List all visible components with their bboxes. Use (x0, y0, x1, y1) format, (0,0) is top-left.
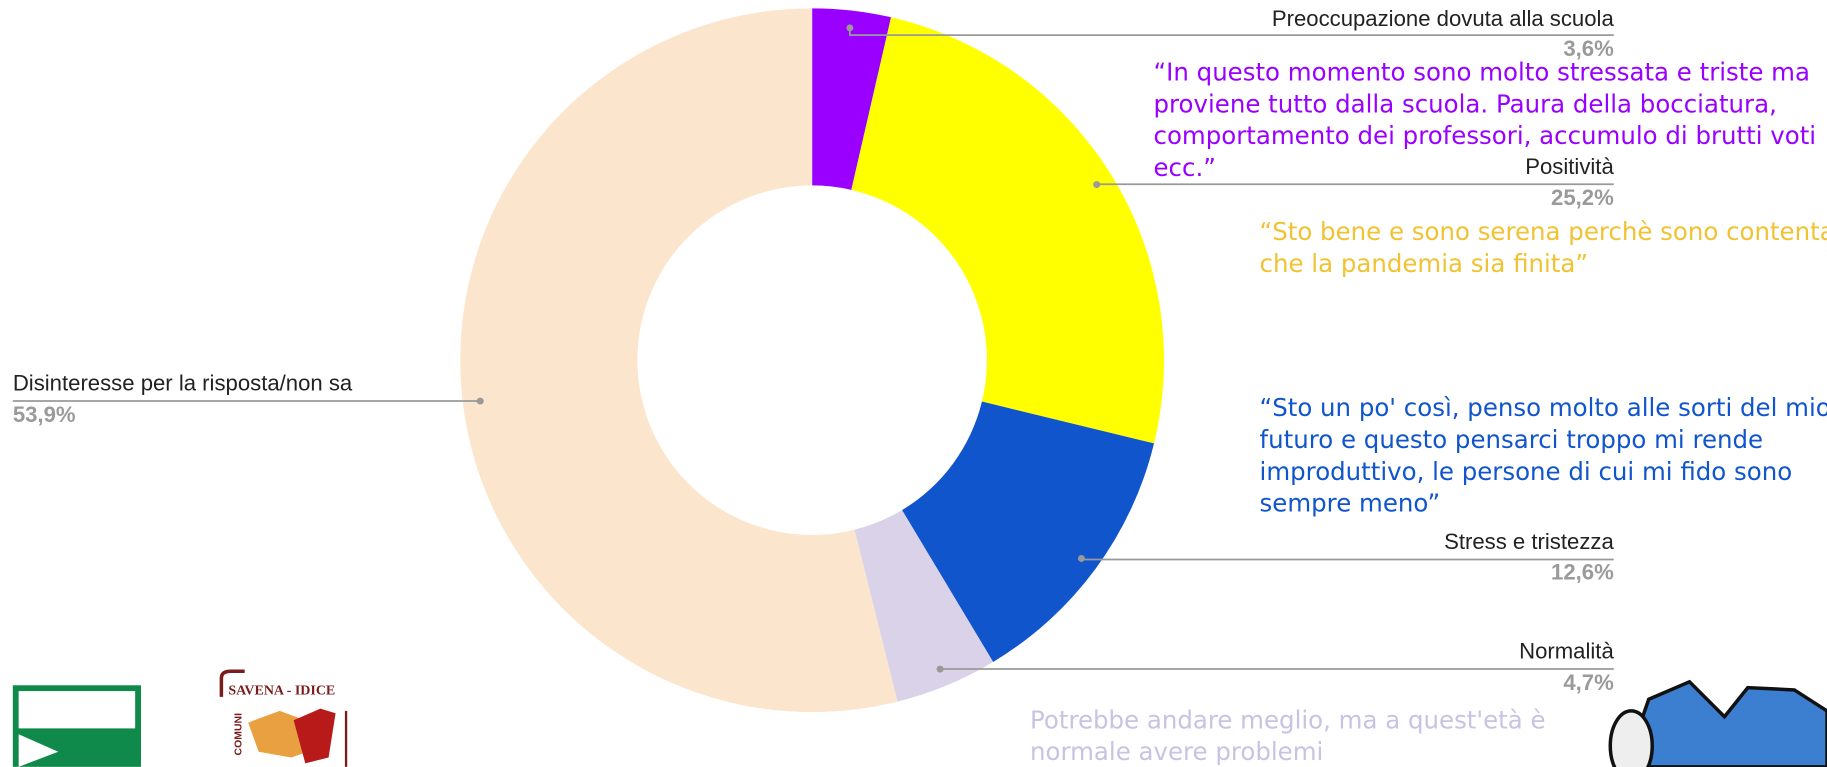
quote-line: futuro e questo pensarci troppo mi rende (1260, 425, 1764, 454)
quote-line: normale avere problemi (1030, 737, 1323, 766)
quote-line: “Sto bene e sono serena perchè sono cont… (1260, 217, 1827, 246)
slices (460, 8, 1165, 713)
slice (854, 510, 994, 702)
slice (902, 401, 1155, 662)
slice-label: Normalità (1519, 639, 1614, 664)
slice-value: 3,6% (1563, 36, 1614, 61)
slice (851, 17, 1165, 444)
leader-dot (1077, 554, 1085, 562)
slice-value: 12,6% (1551, 559, 1614, 584)
slice-label: Stress e tristezza (1444, 529, 1614, 554)
region-logo (12, 685, 141, 767)
slice (460, 8, 898, 713)
savena-logo: SAVENA - IDICE COMUNI (219, 669, 348, 767)
leader-dot (476, 397, 484, 405)
leader-dot (936, 665, 944, 673)
quote: “In questo momento sono molto stressata … (1154, 58, 1817, 182)
quote: “Sto bene e sono serena perchè sono cont… (1260, 217, 1827, 278)
logo-title: SAVENA - IDICE (228, 683, 335, 698)
megaphone-icon (1608, 679, 1827, 767)
slice-value: 4,7% (1563, 670, 1614, 695)
slice-value: 25,2% (1551, 185, 1614, 210)
labels: Preoccupazione dovuta alla scuola 3,6% Pos… (13, 6, 1615, 695)
leader-dot (846, 24, 854, 32)
quote-line: improduttivo, le persone di cui mi fido … (1260, 457, 1793, 486)
quote-line: Potrebbe andare meglio, ma a quest'età è (1030, 705, 1546, 734)
leader-line (1080, 558, 1614, 561)
quote-line: ecc.” (1154, 153, 1216, 182)
quote-line: “In questo momento sono molto stressata … (1154, 58, 1810, 87)
quote-line: comportamento dei professori, accumulo d… (1154, 121, 1817, 150)
quote-line: proviene tutto dalla scuola. Paura della… (1154, 89, 1777, 118)
leader-dot (1093, 181, 1101, 189)
quote-line: sempre meno” (1260, 489, 1441, 518)
quote: “Sto un po' così, penso molto alle sorti… (1260, 393, 1827, 517)
quote-line: “Sto un po' così, penso molto alle sorti… (1260, 393, 1827, 422)
slice-label: Disinteresse per la risposta/non sa (13, 371, 353, 396)
slice-value: 53,9% (13, 402, 76, 427)
quote-line: che la pandemia sia finita” (1260, 249, 1588, 278)
quote: Potrebbe andare meglio, ma a quest'età è… (1030, 705, 1546, 766)
logo-subtitle: COMUNI (234, 713, 245, 756)
slice-label: Preoccupazione dovuta alla scuola (1272, 6, 1615, 31)
slice (812, 8, 892, 190)
slice-label: Positività (1525, 154, 1614, 179)
